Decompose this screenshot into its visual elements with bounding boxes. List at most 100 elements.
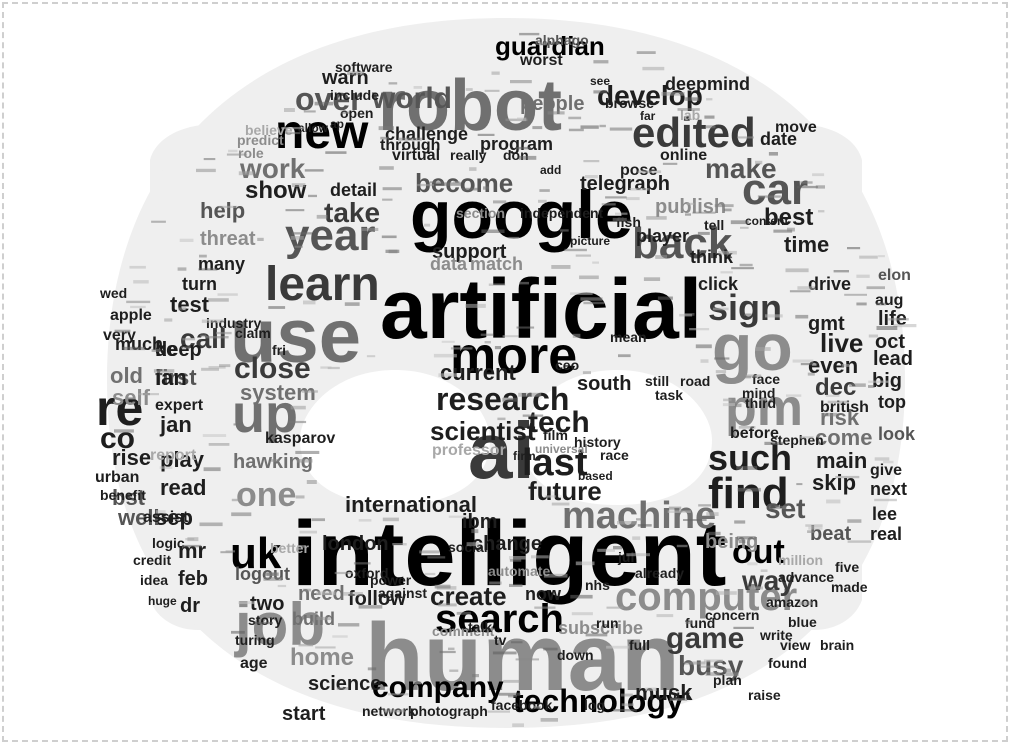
- filler-word-mark: [308, 194, 317, 198]
- word-ai: ai: [468, 406, 535, 495]
- word-live: live: [820, 328, 863, 358]
- filler-word-mark: [715, 591, 737, 595]
- filler-word-mark: [515, 658, 539, 661]
- filler-word-mark: [450, 347, 473, 350]
- word-picture: picture: [570, 234, 610, 248]
- filler-word-mark: [657, 296, 673, 300]
- filler-word-mark: [518, 392, 542, 397]
- filler-word-mark: [316, 616, 331, 621]
- filler-word-mark: [825, 394, 840, 397]
- filler-word-mark: [876, 302, 886, 306]
- word-scientist: scientist: [430, 416, 536, 446]
- filler-word-mark: [730, 220, 749, 225]
- filler-word-mark: [792, 359, 814, 363]
- filler-word-mark: [511, 641, 523, 644]
- filler-word-mark: [609, 127, 633, 131]
- filler-word-mark: [203, 158, 216, 161]
- filler-word-mark: [733, 626, 754, 629]
- filler-word-mark: [718, 250, 737, 255]
- filler-word-mark: [636, 51, 656, 54]
- filler-word-mark: [343, 592, 363, 596]
- word-detail: detail: [330, 180, 377, 200]
- filler-word-mark: [481, 229, 505, 233]
- word-comment: comment: [432, 623, 495, 639]
- filler-word-mark: [483, 186, 490, 190]
- word-company: company: [372, 671, 504, 704]
- filler-word-mark: [304, 169, 324, 172]
- filler-word-mark: [263, 572, 279, 576]
- filler-word-mark: [744, 374, 762, 378]
- word-international: international: [345, 492, 477, 517]
- filler-word-mark: [429, 181, 443, 184]
- filler-word-mark: [575, 254, 591, 257]
- filler-word-mark: [723, 208, 732, 212]
- filler-word-mark: [424, 223, 431, 227]
- filler-word-mark: [456, 611, 471, 615]
- word-wed: wed: [99, 285, 127, 301]
- filler-word-mark: [739, 263, 753, 267]
- word-year: year: [285, 211, 376, 260]
- filler-word-mark: [316, 214, 328, 219]
- filler-word-mark: [519, 32, 540, 36]
- filler-word-mark: [302, 588, 312, 592]
- filler-word-mark: [878, 255, 885, 258]
- filler-word-mark: [723, 668, 731, 673]
- word-find: find: [708, 469, 789, 518]
- word-road: road: [680, 373, 710, 389]
- filler-word-mark: [632, 536, 641, 540]
- filler-word-mark: [295, 450, 320, 454]
- filler-word-mark: [797, 185, 818, 189]
- word-believe: believe: [245, 122, 293, 138]
- word-full: full: [629, 637, 650, 653]
- word-lead: lead: [873, 348, 913, 370]
- filler-word-mark: [413, 86, 423, 89]
- word-tell: tell: [704, 217, 724, 233]
- filler-word-mark: [559, 229, 569, 232]
- filler-word-mark: [471, 529, 479, 534]
- word-work: work: [239, 153, 306, 184]
- filler-word-mark: [205, 336, 229, 339]
- word-ke: ke: [155, 339, 177, 361]
- filler-word-mark: [133, 280, 149, 284]
- word-stephen: stephen: [770, 432, 824, 448]
- word-photograph: photograph: [410, 703, 488, 719]
- word-show: show: [245, 177, 307, 204]
- word-write: write: [759, 627, 793, 643]
- filler-word-mark: [387, 693, 409, 696]
- filler-word-mark: [452, 181, 461, 184]
- word-include: include: [330, 87, 379, 103]
- filler-word-mark: [815, 185, 825, 189]
- filler-word-mark: [177, 267, 187, 271]
- filler-word-mark: [306, 480, 317, 484]
- filler-word-mark: [516, 326, 535, 329]
- filler-word-mark: [334, 571, 353, 575]
- filler-word-mark: [734, 520, 746, 524]
- filler-word-mark: [747, 562, 758, 566]
- word-still: still: [645, 373, 669, 389]
- filler-word-mark: [743, 376, 751, 379]
- word-deepmind: deepmind: [665, 74, 750, 94]
- filler-word-mark: [199, 254, 207, 258]
- word-talk: talk: [468, 619, 492, 635]
- word-co: co: [100, 422, 135, 455]
- filler-word-mark: [757, 195, 781, 198]
- word-main: main: [816, 448, 867, 473]
- word-challenge: challenge: [385, 124, 468, 144]
- filler-word-mark: [643, 277, 661, 281]
- word-click: click: [698, 274, 739, 294]
- filler-word-mark: [297, 459, 313, 463]
- filler-word-mark: [599, 124, 606, 128]
- word-brain: brain: [820, 637, 854, 653]
- filler-word-mark: [498, 692, 521, 696]
- filler-word-mark: [601, 203, 616, 206]
- filler-word-mark: [290, 236, 304, 240]
- word-edited: edited: [632, 109, 756, 156]
- filler-word-mark: [379, 166, 394, 170]
- word-firm: firm: [513, 449, 536, 463]
- filler-word-mark: [303, 300, 316, 305]
- word-rise: rise: [112, 445, 151, 470]
- filler-word-mark: [575, 561, 595, 566]
- filler-word-mark: [196, 168, 216, 173]
- word-role: role: [238, 145, 264, 161]
